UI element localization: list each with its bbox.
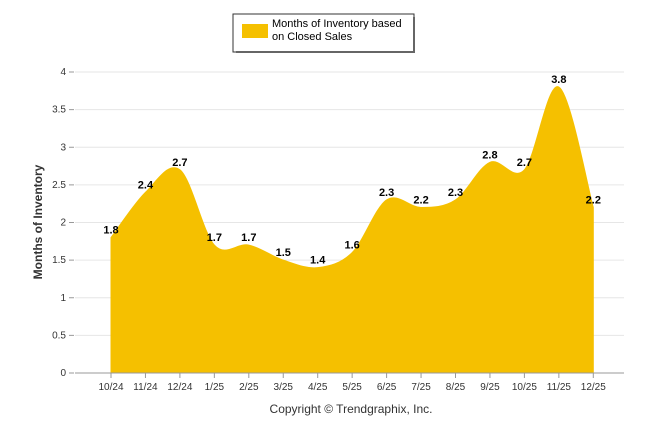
y-tick-label: 2 [60, 218, 66, 229]
data-label: 2.2 [586, 194, 601, 206]
y-tick-label: 3 [60, 142, 66, 153]
data-label: 2.3 [379, 187, 394, 199]
legend-swatch [242, 24, 268, 38]
y-tick-label: 3.5 [52, 105, 66, 116]
legend: Months of Inventory based on Closed Sale… [232, 13, 415, 53]
x-tick-label: 10/24 [98, 382, 123, 393]
x-tick-label: 12/24 [167, 382, 192, 393]
x-tick-label: 9/25 [480, 382, 500, 393]
data-label: 1.7 [241, 232, 256, 244]
data-label: 3.8 [551, 74, 566, 86]
data-label: 2.8 [482, 149, 497, 161]
x-tick-label: 1/25 [205, 382, 225, 393]
y-tick-label: 4 [60, 67, 66, 78]
y-tick-label: 0.5 [52, 330, 66, 341]
x-tick-label: 3/25 [274, 382, 294, 393]
y-tick-label: 1 [60, 293, 66, 304]
data-label: 1.5 [276, 247, 291, 259]
legend-shadow-right [413, 17, 415, 53]
y-tick-label: 2.5 [52, 180, 66, 191]
x-tick-label: 12/25 [581, 382, 606, 393]
data-label: 1.4 [310, 255, 326, 267]
series-area [110, 86, 594, 374]
x-tick-label: 5/25 [342, 382, 362, 393]
legend-label-line2: on Closed Sales [272, 31, 353, 43]
data-labels: 1.8 2.4 2.7 1.7 1.7 1.5 1.4 1.6 2.3 2.2 2.3 2.8 2.7 3… [103, 74, 601, 267]
y-axis-label: Months of Inventory [31, 164, 45, 279]
x-axis-ticks: 10/24 11/24 12/24 1/25 2/25 3/25 4/25 5/25 6/25 7… [98, 373, 606, 393]
x-tick-label: 11/24 [133, 382, 158, 393]
x-tick-label: 10/25 [512, 382, 537, 393]
data-label: 2.7 [517, 157, 532, 169]
legend-label-line1: Months of Inventory based [272, 18, 402, 30]
x-tick-label: 6/25 [377, 382, 397, 393]
data-label: 2.4 [138, 179, 154, 191]
data-label: 2.7 [172, 157, 187, 169]
x-tick-label: 2/25 [239, 382, 259, 393]
data-label: 1.7 [207, 232, 222, 244]
data-label: 1.6 [345, 240, 360, 252]
x-tick-label: 7/25 [411, 382, 431, 393]
y-tick-label: 0 [60, 368, 66, 379]
data-label: 2.3 [448, 187, 463, 199]
data-label: 1.8 [103, 225, 118, 237]
data-label: 2.2 [413, 194, 428, 206]
y-axis-ticks: 0 0.5 1 1.5 2 2.5 3 3.5 4 [52, 67, 74, 379]
legend-shadow-bottom [236, 51, 414, 53]
x-tick-label: 11/25 [547, 382, 572, 393]
y-tick-label: 1.5 [52, 255, 66, 266]
x-tick-label: 4/25 [308, 382, 328, 393]
copyright-footer: Copyright © Trendgraphix, Inc. [270, 402, 433, 416]
x-tick-label: 8/25 [446, 382, 466, 393]
